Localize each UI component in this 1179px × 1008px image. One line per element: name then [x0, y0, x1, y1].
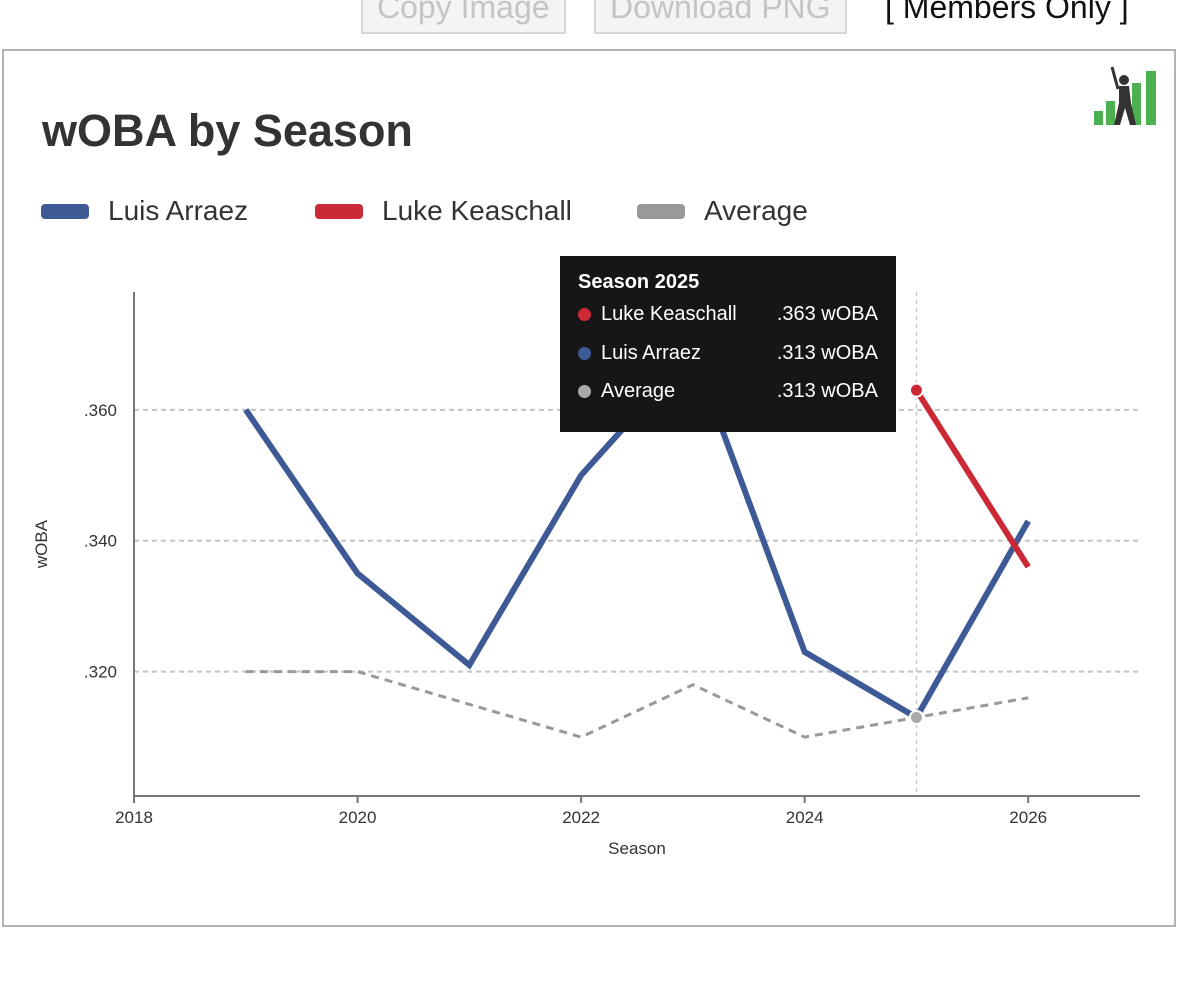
- tooltip-series-name: Average: [601, 380, 676, 402]
- batter-bar-chart-logo-icon: [1094, 66, 1156, 125]
- tooltip-row: Average .313 wOBA: [578, 372, 878, 411]
- copy-image-button[interactable]: Copy Image: [361, 0, 566, 34]
- tooltip-series-value: .313 wOBA: [776, 380, 878, 402]
- x-tick-label: 2020: [339, 808, 377, 827]
- tooltip-title: Season 2025: [578, 271, 700, 293]
- x-tick-label: 2018: [115, 808, 153, 827]
- legend-label: Average: [704, 195, 808, 226]
- series-line-average: [245, 670, 1029, 739]
- chart-tooltip: Season 2025 Luke Keaschall .363 wOBA Lui…: [560, 256, 896, 432]
- series-dot-icon: [578, 385, 591, 398]
- tooltip-series-value: .313 wOBA: [776, 341, 878, 364]
- tooltip-series-name: Luis Arraez: [601, 341, 702, 364]
- chart-title: wOBA by Season: [42, 105, 413, 156]
- legend-swatch: [41, 204, 89, 219]
- y-tick-label: .360: [84, 401, 117, 420]
- series-dot-icon: [578, 308, 591, 321]
- tooltip-row: Luis Arraez .313 wOBA: [578, 334, 878, 373]
- legend-swatch: [637, 204, 685, 219]
- series-dot-icon: [578, 346, 591, 360]
- y-tick-label: .340: [84, 532, 117, 551]
- x-axis-title: Season: [608, 839, 666, 858]
- x-tick-label: 2022: [562, 808, 600, 827]
- hover-point: [908, 382, 924, 398]
- tooltip-series-value: .363 wOBA: [776, 303, 878, 325]
- legend-label: Luis Arraez: [108, 195, 249, 226]
- y-axis-title: wOBA: [32, 519, 51, 569]
- x-tick-label: 2024: [786, 808, 824, 827]
- toolbar: Copy Image Download PNG [ Members Only ]: [0, 0, 1179, 40]
- legend-swatch: [315, 204, 363, 219]
- hover-point: [908, 709, 924, 725]
- y-tick-label: .320: [84, 663, 117, 682]
- tooltip-series-name: Luke Keaschall: [601, 303, 737, 325]
- series-line-luke-keaschall: [913, 388, 1031, 569]
- x-tick-label: 2026: [1009, 808, 1047, 827]
- legend-label: Luke Keaschall: [382, 195, 572, 226]
- tooltip-row: Luke Keaschall .363 wOBA: [578, 295, 878, 334]
- download-png-button[interactable]: Download PNG: [594, 0, 847, 34]
- members-only-link[interactable]: [ Members Only ]: [885, 0, 1129, 25]
